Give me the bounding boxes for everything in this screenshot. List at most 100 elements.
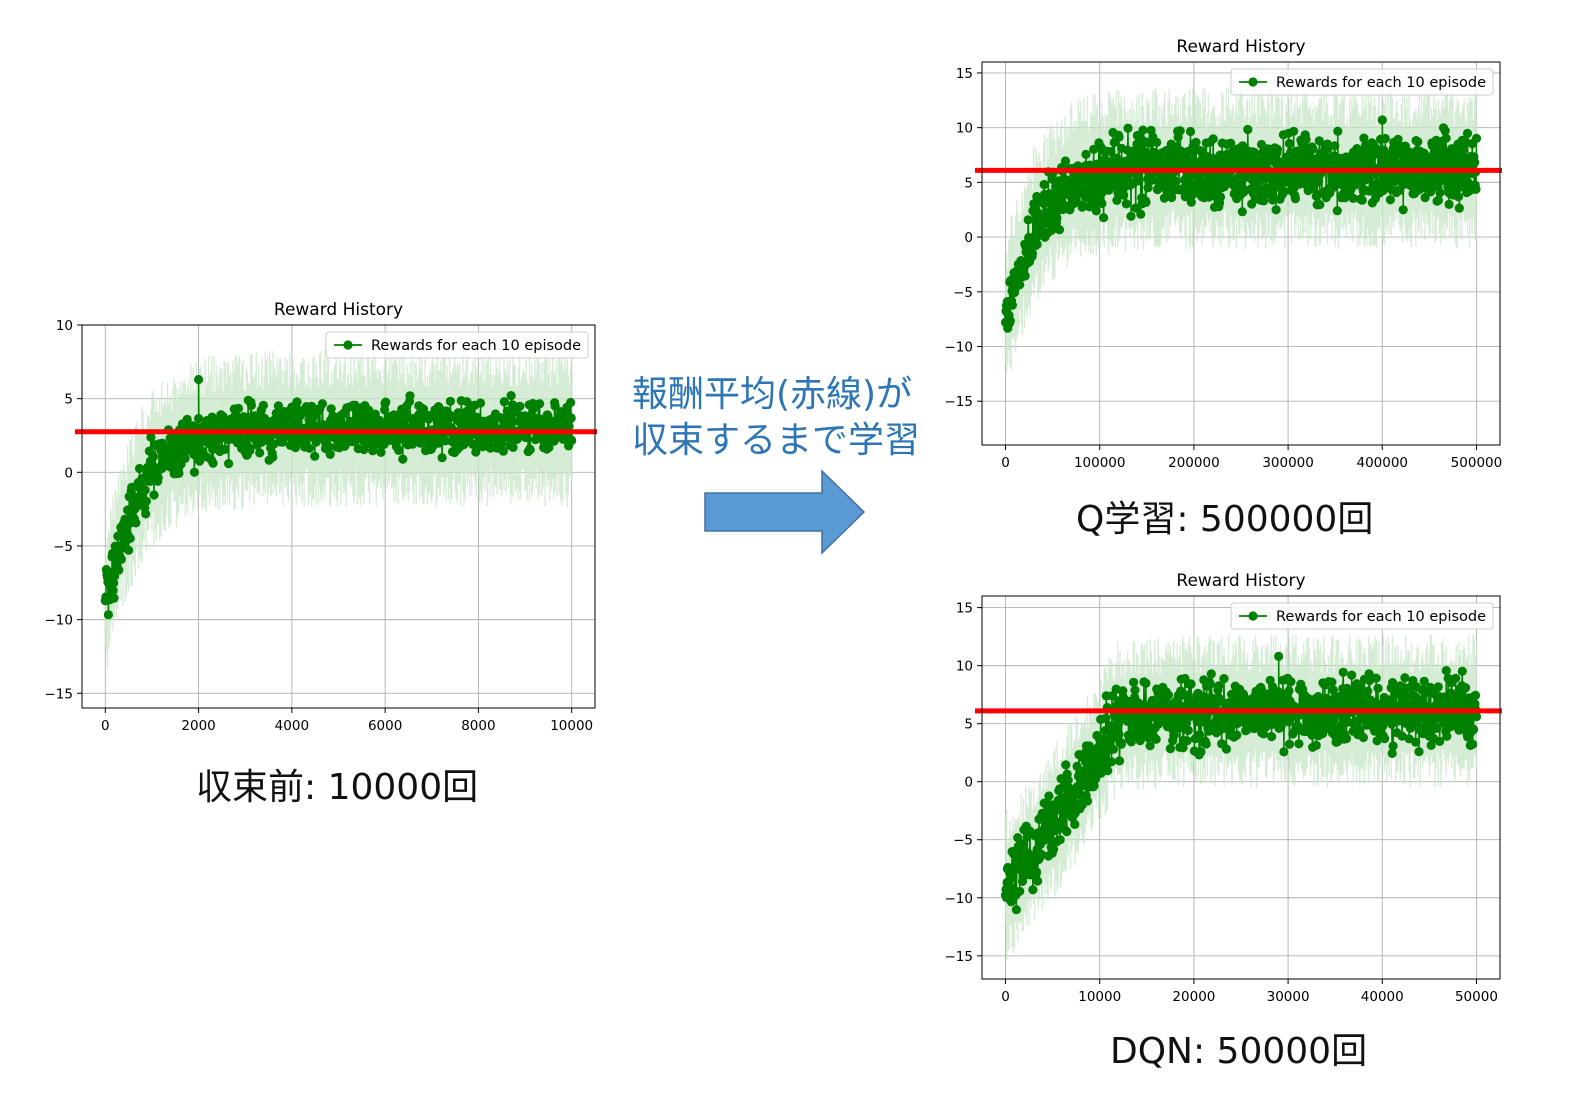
- reward-point: [400, 408, 410, 418]
- reward-point: [381, 397, 391, 407]
- reward-point: [1165, 744, 1175, 754]
- reward-point: [1289, 126, 1299, 136]
- reward-point: [1136, 209, 1146, 219]
- reward-point: [233, 403, 244, 413]
- reward-point: [1219, 674, 1229, 684]
- reward-point: [1333, 126, 1343, 136]
- reward-point: [255, 448, 265, 458]
- reward-point: [1111, 153, 1121, 163]
- reward-point: [567, 435, 577, 446]
- reward-point: [1398, 205, 1408, 215]
- reward-point: [182, 414, 192, 424]
- reward-series: [1000, 651, 1482, 915]
- reward-point: [1211, 700, 1221, 710]
- reward-point: [1097, 198, 1107, 209]
- reward-point: [1470, 690, 1481, 700]
- x-tick-label: 8000: [461, 718, 495, 734]
- x-tick-label: 6000: [368, 718, 402, 734]
- reward-point: [1030, 200, 1040, 210]
- reward-series: [1000, 115, 1482, 333]
- reward-point: [208, 458, 218, 468]
- reward-point: [1206, 669, 1216, 679]
- reward-point: [1359, 133, 1369, 143]
- y-tick-label: −5: [953, 285, 973, 301]
- reward-point: [1011, 905, 1021, 915]
- reward-point: [1175, 126, 1185, 136]
- y-tick-label: 10: [956, 659, 973, 675]
- reward-point: [1441, 666, 1451, 676]
- reward-point: [258, 400, 268, 410]
- reward-point: [326, 404, 336, 414]
- reward-point: [1290, 194, 1300, 204]
- reward-point: [359, 444, 369, 455]
- reward-point: [180, 453, 190, 463]
- y-tick-label: 10: [956, 121, 973, 137]
- reward-point: [440, 436, 450, 446]
- reward-point: [1143, 183, 1153, 193]
- right-arrow-shape: [704, 469, 866, 555]
- reward-point: [1284, 739, 1295, 749]
- reward-point: [1178, 743, 1188, 753]
- reward-point: [292, 397, 302, 407]
- legend-label: Rewards for each 10 episode: [1276, 75, 1486, 91]
- reward-point: [1031, 233, 1041, 243]
- reward-point: [141, 509, 151, 519]
- reward-point: [220, 444, 230, 454]
- chart-title: Reward History: [1176, 37, 1305, 57]
- reward-point: [1451, 673, 1461, 683]
- y-tick-label: 5: [964, 717, 973, 733]
- plot-frame: [981, 61, 1501, 446]
- reward-point: [1363, 686, 1373, 696]
- reward-point: [1469, 724, 1479, 734]
- reward-point: [1454, 203, 1464, 213]
- legend: Rewards for each 10 episode: [325, 331, 589, 359]
- reward-point: [1286, 677, 1296, 687]
- reward-point: [1007, 300, 1017, 310]
- reward-point: [1267, 732, 1277, 742]
- reward-point: [1108, 744, 1118, 754]
- x-tick-label: 100000: [1074, 455, 1126, 471]
- reward-point: [1145, 741, 1155, 751]
- reward-point: [1039, 179, 1049, 190]
- reward-point: [1276, 722, 1286, 732]
- y-tick-label: −15: [45, 686, 74, 702]
- reward-point: [1364, 669, 1374, 679]
- reward-point: [1028, 885, 1038, 895]
- reward-point: [521, 432, 531, 443]
- x-tick-label: 0: [101, 718, 110, 734]
- x-tick-label: 2000: [181, 718, 215, 734]
- reward-point: [1266, 187, 1276, 197]
- reward-point: [141, 496, 151, 506]
- reward-point: [1411, 737, 1421, 747]
- reward-point: [1373, 683, 1383, 693]
- std-band: [1004, 85, 1478, 374]
- reward-point: [1089, 144, 1099, 154]
- reward-point: [1036, 849, 1046, 859]
- reward-point: [109, 593, 119, 603]
- reward-point: [398, 454, 408, 464]
- reward-point: [1106, 757, 1117, 767]
- reward-point: [1237, 207, 1247, 217]
- reward-point: [376, 447, 386, 457]
- reward-point: [1444, 199, 1454, 209]
- reward-point: [1005, 316, 1015, 326]
- reward-point: [174, 468, 184, 478]
- y-tick-label: −5: [953, 833, 973, 849]
- reward-point: [368, 443, 378, 453]
- y-tick-label: −10: [945, 891, 974, 907]
- reward-point: [566, 397, 576, 408]
- reward-point: [189, 467, 199, 477]
- reward-point: [1112, 195, 1122, 205]
- reward-point: [1327, 677, 1337, 687]
- reward-point: [1471, 712, 1482, 722]
- reward-point: [1426, 187, 1436, 197]
- reward-point: [1016, 839, 1026, 849]
- reward-point: [1182, 736, 1192, 746]
- reward-point: [1123, 123, 1133, 133]
- reward-point: [246, 400, 256, 410]
- reward-point: [1103, 766, 1113, 776]
- reward-point: [108, 586, 118, 596]
- reward-point: [1081, 149, 1091, 159]
- reward-point: [1151, 734, 1161, 744]
- reward-point: [1463, 178, 1473, 188]
